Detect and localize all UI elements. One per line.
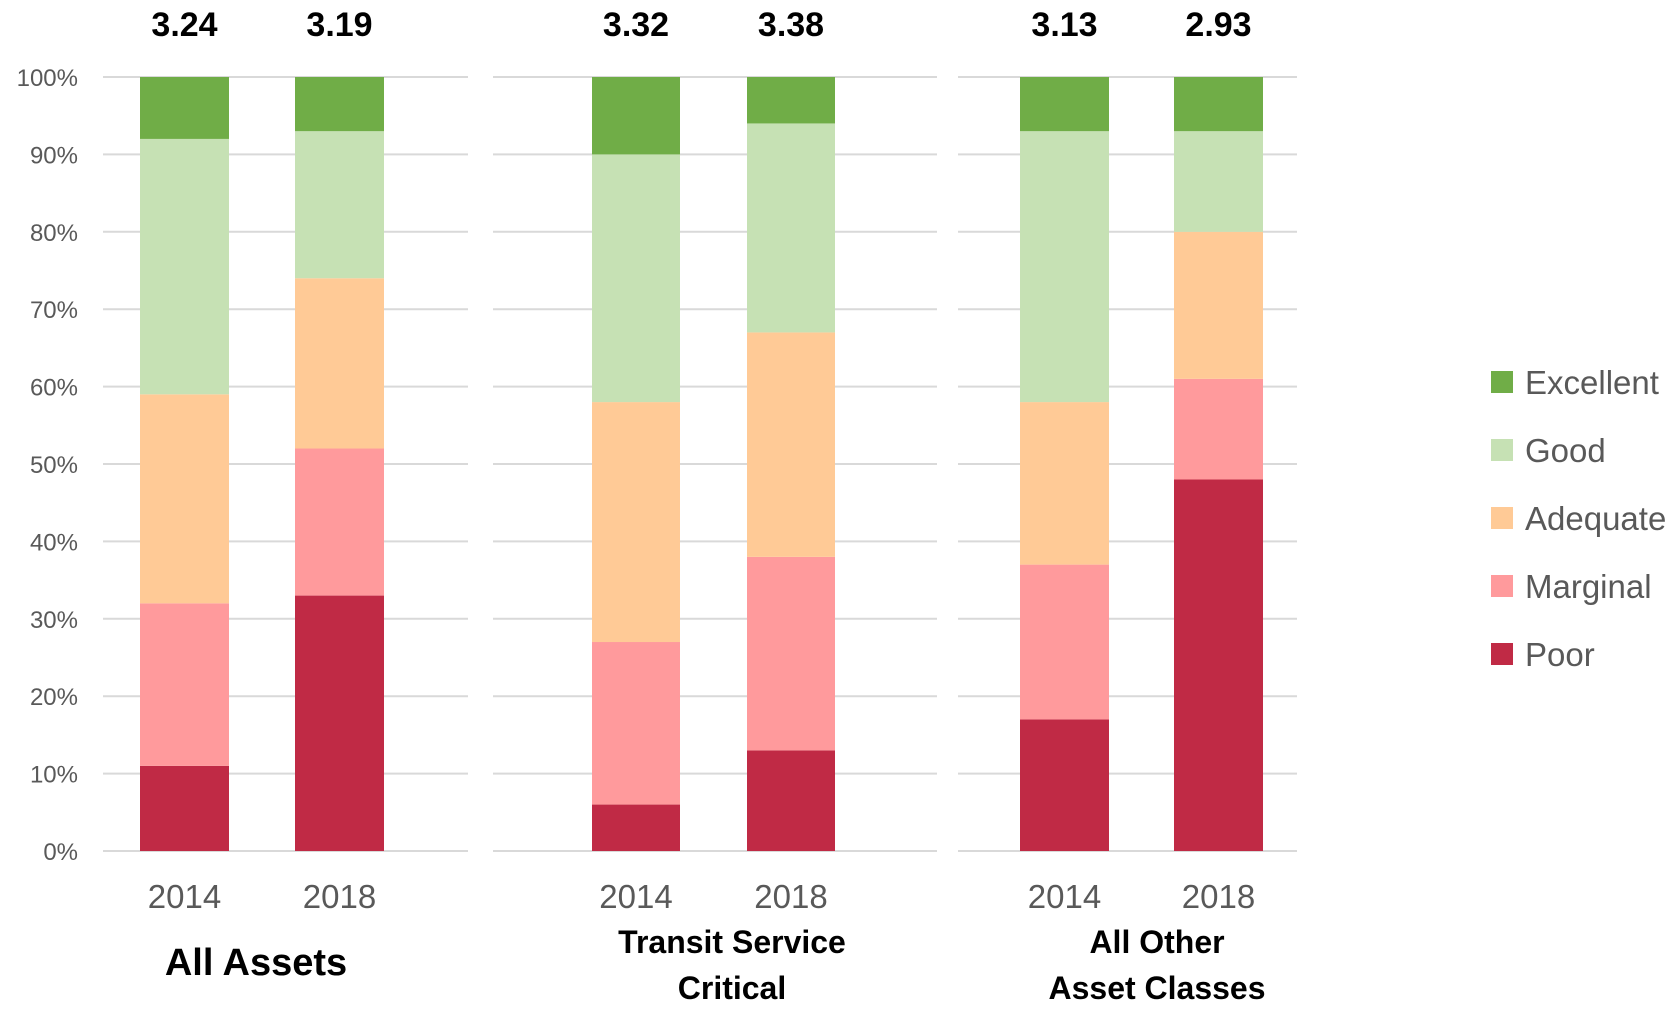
- bar-segment-marginal: [1020, 564, 1109, 720]
- bar-segment-adequate: [592, 402, 680, 643]
- legend-swatch: [1491, 507, 1513, 529]
- legend-label: Good: [1525, 432, 1606, 469]
- bar-segment-poor: [140, 765, 229, 851]
- legend-label: Adequate: [1525, 500, 1666, 537]
- bar-segment-good: [592, 154, 680, 403]
- y-tick-label: 90%: [30, 142, 78, 169]
- group-label: All Other: [1089, 924, 1224, 960]
- y-tick-label: 60%: [30, 375, 78, 402]
- legend-label: Marginal: [1525, 568, 1652, 605]
- bar-segment-adequate: [140, 394, 229, 604]
- bar-segment-adequate: [1020, 402, 1109, 565]
- score-label: 3.13: [1031, 6, 1097, 44]
- bar-segment-marginal: [295, 448, 384, 596]
- legend-swatch: [1491, 575, 1513, 597]
- group-label: Asset Classes: [1048, 970, 1265, 1006]
- legend-swatch: [1491, 643, 1513, 665]
- x-tick-label: 2014: [1028, 878, 1101, 915]
- y-tick-label: 10%: [30, 762, 78, 789]
- score-label: 3.38: [758, 6, 824, 44]
- bar-segment-excellent: [1020, 77, 1109, 132]
- score-label: 3.32: [603, 6, 669, 44]
- y-tick-label: 50%: [30, 452, 78, 479]
- x-tick-label: 2018: [303, 878, 376, 915]
- legend-swatch: [1491, 371, 1513, 393]
- x-tick-label: 2014: [599, 878, 672, 915]
- bar-segment-marginal: [140, 603, 229, 766]
- bar-segment-adequate: [295, 278, 384, 449]
- bar-segment-excellent: [747, 77, 835, 124]
- y-tick-label: 80%: [30, 220, 78, 247]
- bar-segment-excellent: [295, 77, 384, 132]
- group-label: Transit Service: [618, 924, 846, 960]
- bar-segment-excellent: [1174, 77, 1263, 132]
- score-label: 2.93: [1185, 6, 1251, 44]
- bar-segment-good: [140, 138, 229, 395]
- x-tick-label: 2018: [1182, 878, 1255, 915]
- bar-segment-good: [1174, 131, 1263, 232]
- bar-segment-adequate: [1174, 231, 1263, 379]
- bar-segment-good: [295, 131, 384, 279]
- x-tick-label: 2018: [754, 878, 827, 915]
- y-tick-label: 70%: [30, 297, 78, 324]
- y-tick-label: 0%: [43, 839, 78, 866]
- group-label: All Assets: [165, 942, 347, 984]
- score-label: 3.19: [306, 6, 372, 44]
- bar-segment-poor: [1174, 479, 1263, 851]
- bar-segment-adequate: [747, 332, 835, 557]
- bar-segment-excellent: [140, 77, 229, 139]
- y-tick-label: 30%: [30, 607, 78, 634]
- bar-segment-good: [1020, 131, 1109, 403]
- bar-segment-poor: [747, 750, 835, 851]
- score-label: 3.24: [151, 6, 217, 44]
- bar-segment-marginal: [592, 642, 680, 805]
- y-tick-label: 40%: [30, 529, 78, 556]
- bar-segment-poor: [295, 595, 384, 851]
- bar-segment-excellent: [592, 77, 680, 155]
- y-tick-label: 100%: [17, 65, 78, 92]
- bar-segment-poor: [592, 804, 680, 851]
- group-label: Critical: [678, 970, 786, 1006]
- bar-segment-poor: [1020, 719, 1109, 851]
- bar-segment-marginal: [747, 556, 835, 751]
- bar-segment-good: [747, 123, 835, 333]
- legend-label: Poor: [1525, 636, 1595, 673]
- legend-swatch: [1491, 439, 1513, 461]
- legend-label: Excellent: [1525, 364, 1659, 401]
- y-tick-label: 20%: [30, 684, 78, 711]
- bar-segment-marginal: [1174, 378, 1263, 480]
- x-tick-label: 2014: [148, 878, 221, 915]
